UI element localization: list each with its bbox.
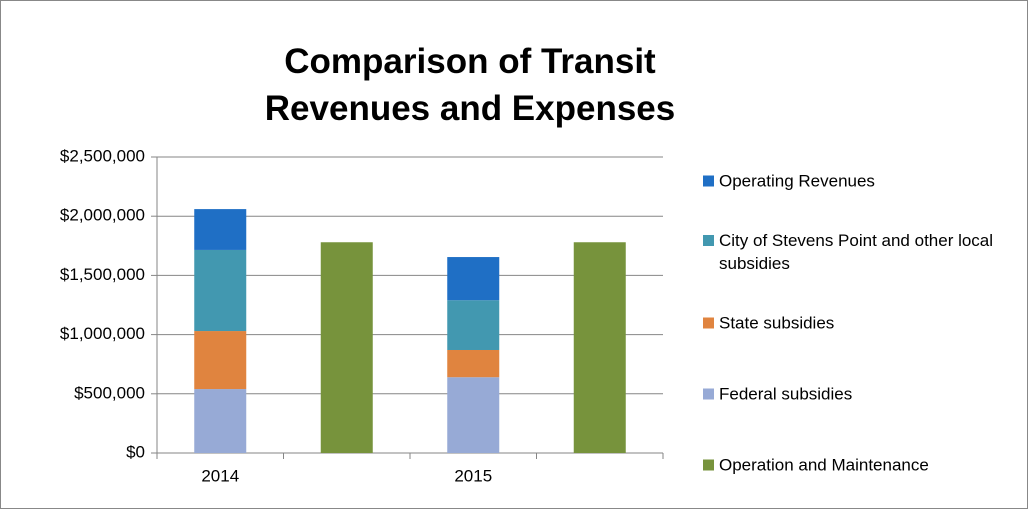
chart-title: Comparison of Transit Revenues and Expen… (264, 42, 676, 128)
y-tick-label: $0 (126, 442, 145, 461)
bar (447, 349, 500, 378)
bar (447, 300, 500, 350)
legend-swatch (703, 459, 714, 471)
legend-swatch (703, 235, 714, 246)
legend-label: Operating Revenues (719, 171, 875, 191)
legend-item: Operation and Maintenance (703, 454, 1023, 477)
x-tick-label: 2014 (201, 466, 239, 485)
bar (194, 331, 247, 390)
x-tick-label: 2015 (454, 466, 492, 485)
bar (194, 249, 247, 332)
legend-item: State subsidies (703, 312, 1023, 335)
y-tick-label: $500,000 (74, 383, 145, 402)
legend-item: City of Stevens Point and other local su… (703, 229, 1023, 275)
legend-label: Federal subsidies (719, 384, 853, 404)
bar (194, 389, 247, 453)
y-tick-label: $1,000,000 (60, 324, 145, 343)
y-tick-label: $2,000,000 (60, 206, 145, 225)
legend-label: State subsidies (719, 313, 835, 333)
legend-label: Operation and Maintenance (719, 455, 929, 475)
legend-swatch (703, 317, 714, 329)
bar (194, 209, 247, 250)
bar (573, 242, 626, 453)
legend-swatch (703, 388, 714, 400)
y-tick-label: $2,500,000 (60, 146, 145, 165)
bar (447, 257, 500, 301)
legend-swatch (703, 175, 714, 187)
legend-label: City of Stevens Point and other local su… (719, 231, 994, 273)
y-tick-label: $1,500,000 (60, 265, 145, 284)
legend-item: Federal subsidies (703, 383, 1023, 406)
legend-item: Operating Revenues (703, 170, 1023, 193)
bar (447, 377, 500, 453)
bar (320, 242, 373, 453)
